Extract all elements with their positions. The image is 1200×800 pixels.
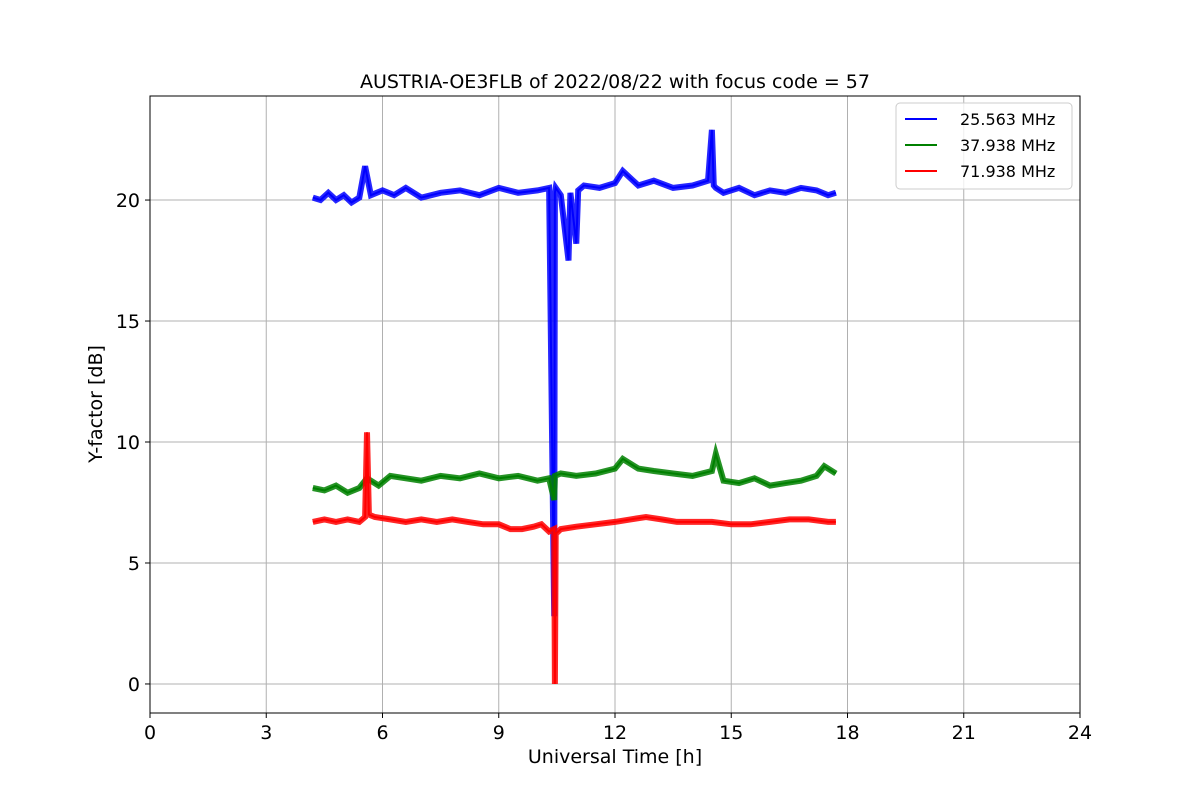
x-tick-label: 18 [835,722,859,744]
x-tick-label: 15 [719,722,743,744]
y-tick-label: 10 [116,432,140,454]
y-axis-label: Y-factor [dB] [85,345,107,464]
y-tick-label: 15 [116,311,140,333]
x-tick-label: 24 [1068,722,1092,744]
y-axis: 0 5 10 15 20 [116,190,150,696]
series-layer [311,129,838,685]
legend-label-0: 25.563 MHz [960,110,1055,129]
series-line-1 [312,450,837,501]
legend-label-1: 37.938 MHz [960,136,1055,155]
series-line-0 [312,129,837,617]
x-tick-label: 6 [376,722,388,744]
y-tick-label: 20 [116,190,140,212]
x-axis: 0 3 6 9 12 15 18 21 24 [144,713,1092,744]
series-line-2 [312,432,836,685]
y-tick-label: 0 [128,674,140,696]
x-axis-label: Universal Time [h] [528,746,702,768]
y-tick-label: 5 [128,553,140,575]
chart-title: AUSTRIA-OE3FLB of 2022/08/22 with focus … [360,71,870,93]
x-tick-label: 21 [952,722,976,744]
legend-box [895,102,1073,190]
x-tick-label: 9 [493,722,505,744]
x-tick-label: 0 [144,722,156,744]
legend: 25.563 MHz 37.938 MHz 71.938 MHz [895,102,1073,190]
x-tick-label: 3 [260,722,272,744]
x-tick-label: 12 [603,722,627,744]
legend-label-2: 71.938 MHz [960,162,1055,181]
